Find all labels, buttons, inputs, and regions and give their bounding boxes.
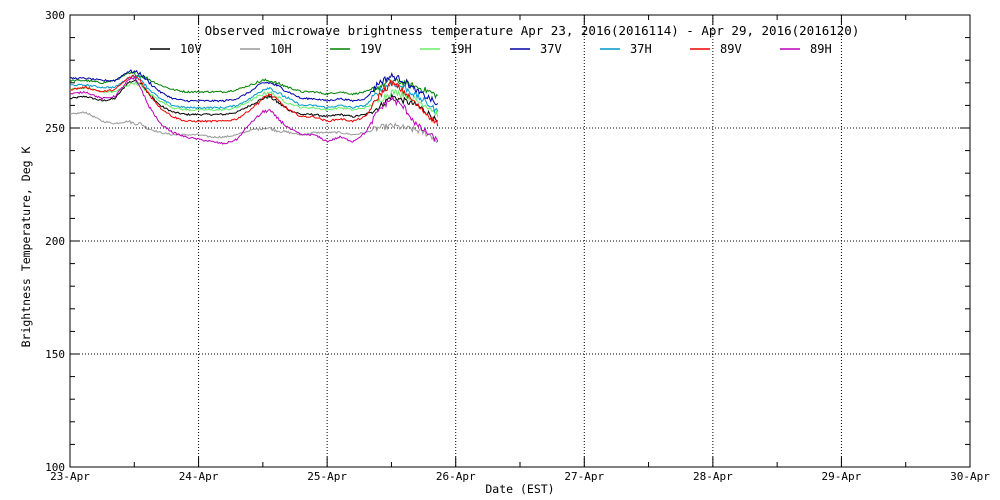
series-line-37V [69,69,439,106]
y-tick-label: 150 [45,348,65,361]
x-axis-label: Date (EST) [485,482,554,496]
legend-label: 19H [450,42,472,56]
x-tick-label: 28-Apr [693,470,733,483]
legend-label: 89H [810,42,832,56]
chart-title: Observed microwave brightness temperatur… [205,23,860,38]
x-tick-label: 25-Apr [307,470,347,483]
legend: 10V 10H 19V 19H 37V 37H 89V 89H [150,42,832,56]
legend-label: 10V [180,42,202,56]
legend-label: 10H [270,42,292,56]
y-tick-label: 250 [45,122,65,135]
y-tick-label: 300 [45,9,65,22]
x-tick-label: 24-Apr [179,470,219,483]
x-tick-labels: 23-Apr 24-Apr 25-Apr 26-Apr 27-Apr 28-Apr 29-A… [50,470,990,483]
x-tick-label: 30-Apr [950,470,990,483]
series-line-89H [69,75,439,145]
axis-ticks [69,14,971,468]
x-tick-label: 23-Apr [50,470,90,483]
x-tick-label: 26-Apr [436,470,476,483]
legend-label: 37V [540,42,562,56]
legend-label: 37H [630,42,652,56]
series-line-19V [69,71,438,100]
series-lines [69,69,439,145]
y-tick-label: 200 [45,235,65,248]
series-line-10H [70,111,439,144]
x-tick-label: 27-Apr [564,470,604,483]
legend-label: 19V [360,42,382,56]
series-line-89V [69,74,439,127]
y-axis-label: Brightness Temperature, Deg K [19,147,33,348]
legend-label: 89V [720,42,742,56]
y-tick-label: 100 [45,461,65,474]
x-tick-label: 29-Apr [822,470,862,483]
y-tick-labels: 100 150 200 250 300 [45,9,65,474]
series-line-10V [69,78,439,123]
grid-lines [70,15,970,467]
series-line-19H [69,80,439,118]
